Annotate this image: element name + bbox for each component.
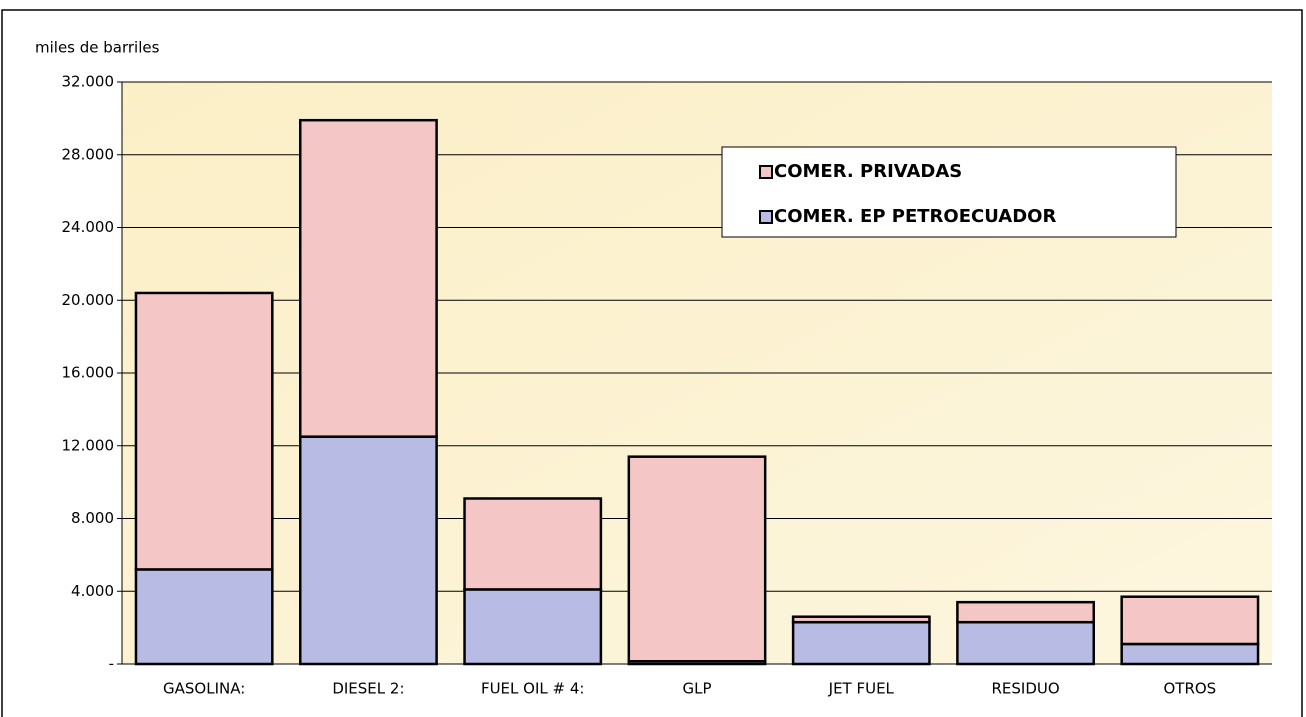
bar-segment xyxy=(1120,595,1260,646)
x-tick-label: GLP xyxy=(682,680,711,698)
bar-segment xyxy=(956,620,1096,666)
legend-label: COMER. PRIVADAS xyxy=(774,161,962,182)
legend-swatch xyxy=(759,210,773,224)
y-tick-label: 24.000 xyxy=(62,218,115,236)
bar-segment xyxy=(956,600,1096,624)
bar-segment xyxy=(791,615,931,624)
y-tick-label: 12.000 xyxy=(62,436,115,454)
bar-segment xyxy=(463,497,603,591)
legend-box xyxy=(721,146,1177,238)
y-tick-label: 8.000 xyxy=(71,509,114,527)
bar-segment xyxy=(463,588,603,666)
y-axis-label: miles de barriles xyxy=(35,39,160,57)
bar-segment xyxy=(299,435,438,666)
y-tick-label: 20.000 xyxy=(62,291,115,309)
bar-segment xyxy=(299,118,438,438)
legend-swatch xyxy=(759,165,773,179)
bar-segment xyxy=(627,455,767,663)
y-tick-label: 32.000 xyxy=(62,73,115,91)
x-tick-label: RESIDUO xyxy=(991,680,1059,698)
legend-label: COMER. EP PETROECUADOR xyxy=(774,206,1056,227)
bar-segment xyxy=(1120,642,1260,666)
bar-segment xyxy=(134,568,274,666)
x-tick-label: FUEL OIL # 4: xyxy=(481,680,585,698)
y-tick-label: 16.000 xyxy=(62,364,115,382)
x-tick-label: OTROS xyxy=(1163,680,1216,698)
y-tick-label: 28.000 xyxy=(62,145,115,163)
x-tick-label: DIESEL 2: xyxy=(332,680,404,698)
x-tick-label: GASOLINA: xyxy=(163,680,245,698)
y-tick-label: 4.000 xyxy=(71,582,114,600)
bar-segment xyxy=(134,291,274,571)
bar-segment xyxy=(791,620,931,666)
x-tick-label: JET FUEL xyxy=(828,680,895,698)
y-tick-label: - xyxy=(109,655,114,673)
